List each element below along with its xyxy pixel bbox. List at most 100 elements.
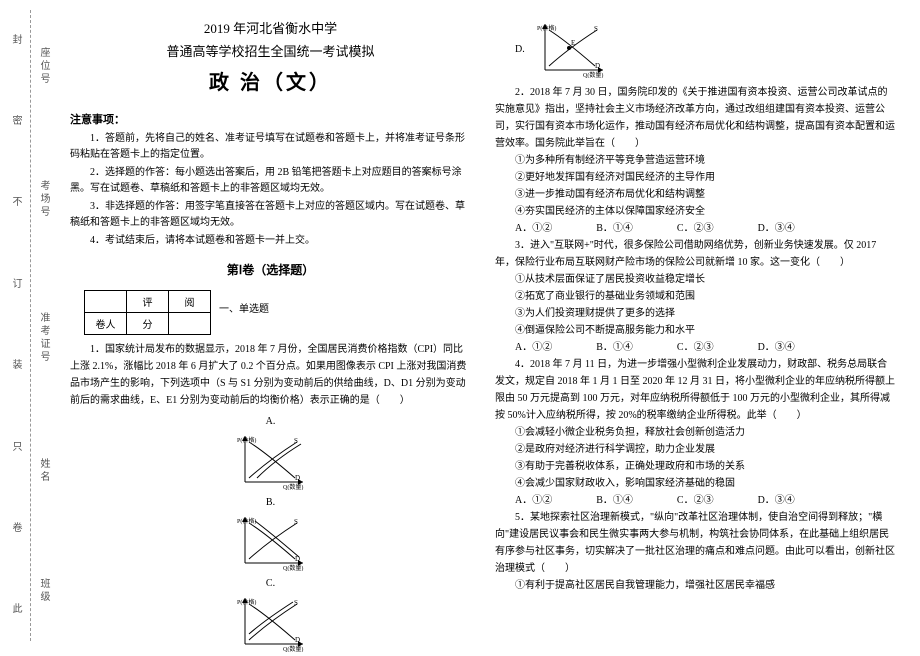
q3-choice-row: A．①② B．①④ C．②③ D．③④ bbox=[495, 339, 896, 356]
title-subject: 政 治（文） bbox=[70, 66, 471, 95]
score-cell-blank bbox=[85, 291, 127, 313]
seal-char: 只 bbox=[8, 441, 23, 455]
q5-opt: ①有利于提高社区居民自我管理能力，增强社区居民幸福感 bbox=[495, 577, 896, 594]
seal-char: 封 bbox=[8, 34, 23, 48]
q3-opt: ④倒逼保险公司不断提高服务能力和水平 bbox=[495, 322, 896, 339]
choice: D．③④ bbox=[738, 339, 795, 356]
q2-stem: 2．2018 年 7 月 30 日，国务院印发的《关于推进国有资本投资、运营公司… bbox=[495, 84, 896, 152]
title-exam-type: 普通高等学校招生全国统一考试模拟 bbox=[70, 41, 471, 60]
svg-text:P(价格): P(价格) bbox=[537, 24, 556, 32]
q2-opt: ②更好地发挥国有经济对国民经济的主导作用 bbox=[495, 169, 896, 186]
notice-item: 3．非选择题的作答：用签字笔直接答在答题卡上对应的答题区域内。写在试题卷、草稿纸… bbox=[70, 199, 471, 231]
choice: C．②③ bbox=[657, 339, 714, 356]
svg-text:P(价格): P(价格) bbox=[237, 517, 256, 525]
q1-option-A: A. S D P(价格) Q(数量) bbox=[235, 413, 307, 490]
svg-text:S: S bbox=[294, 599, 298, 607]
choice: D．③④ bbox=[738, 220, 795, 237]
svg-text:Q(数量): Q(数量) bbox=[283, 483, 303, 490]
binding-seal-labels: 封 密 不 订 装 只 卷 此 bbox=[8, 0, 23, 651]
choice: A．①② bbox=[495, 492, 552, 509]
score-cell-blank bbox=[169, 313, 211, 335]
score-cell-rowhead: 卷人 bbox=[85, 313, 127, 335]
q3-opt: ②拓宽了商业银行的基础业务领域和范围 bbox=[495, 288, 896, 305]
q2-choice-row: A．①② B．①④ C．②③ D．③④ bbox=[495, 220, 896, 237]
question-3: 3．进入"互联网+"时代，很多保险公司借助网络优势，创新业务快速发展。仅 201… bbox=[495, 237, 896, 356]
q2-opt: ④夯实国民经济的主体以保障国家经济安全 bbox=[495, 203, 896, 220]
svg-text:D: D bbox=[595, 62, 600, 70]
q2-opt: ③进一步推动国有经济布局优化和结构调整 bbox=[495, 186, 896, 203]
q1-option-B: B. S D P(价格) Q(数量) bbox=[235, 494, 307, 571]
field-seat: 座位号 bbox=[36, 47, 51, 86]
supply-demand-graph-icon: S D P(价格) Q(数量) bbox=[235, 513, 307, 571]
q2-opt: ①为多种所有制经济平等竞争营造运营环境 bbox=[495, 152, 896, 169]
choice: B．①④ bbox=[576, 220, 633, 237]
seal-char: 此 bbox=[8, 603, 23, 617]
score-table-row: 评 阅 卷人 分 一、单选题 bbox=[70, 284, 471, 341]
choice: B．①④ bbox=[576, 492, 633, 509]
field-room: 考场号 bbox=[36, 180, 51, 219]
binding-dashed-line bbox=[30, 10, 31, 641]
choice: D．③④ bbox=[738, 492, 795, 509]
question-5: 5．某地探索社区治理新模式，"纵向"改革社区治理体制，使自治空间得到释放；"横向… bbox=[495, 509, 896, 594]
seal-char: 不 bbox=[8, 196, 23, 210]
q4-choice-row: A．①② B．①④ C．②③ D．③④ bbox=[495, 492, 896, 509]
svg-text:P(价格): P(价格) bbox=[237, 598, 256, 606]
svg-text:S: S bbox=[594, 25, 598, 33]
svg-text:Q(数量): Q(数量) bbox=[583, 71, 603, 78]
svg-text:S: S bbox=[294, 437, 298, 445]
choice: C．②③ bbox=[657, 492, 714, 509]
q5-stem: 5．某地探索社区治理新模式，"纵向"改革社区治理体制，使自治空间得到释放；"横向… bbox=[495, 509, 896, 577]
question-4: 4．2018 年 7 月 11 日，为进一步增强小型微利企业发展动力，财政部、税… bbox=[495, 356, 896, 509]
seal-char: 订 bbox=[8, 278, 23, 292]
question-1: 1．国家统计局发布的数据显示，2018 年 7 月份，全国居民消费价格指数（CP… bbox=[70, 341, 471, 656]
notice-item: 2．选择题的作答：每小题选出答案后，用 2B 铅笔把答题卡上对应题目的答案标号涂… bbox=[70, 165, 471, 197]
choice: A．①② bbox=[495, 339, 552, 356]
notice-item: 4．考试结束后，请将本试题卷和答题卡一并上交。 bbox=[70, 233, 471, 249]
q3-opt: ③为人们投资理财提供了更多的选择 bbox=[495, 305, 896, 322]
svg-text:E: E bbox=[571, 39, 575, 47]
notice-item: 1．答题前，先将自己的姓名、准考证号填写在试题卷和答题卡上，并将准考证号条形码粘… bbox=[70, 131, 471, 163]
field-class: 班级 bbox=[36, 578, 51, 604]
svg-text:S: S bbox=[294, 518, 298, 526]
q1-option-D-row: D. E S D P(价格) Q(数量) bbox=[515, 20, 896, 78]
svg-text:D: D bbox=[295, 636, 300, 644]
q4-opt: ④会减少国家财政收入，影响国家经济基础的稳固 bbox=[495, 475, 896, 492]
q4-opt: ③有助于完善税收体系，正确处理政府和市场的关系 bbox=[495, 458, 896, 475]
option-label: D. bbox=[515, 41, 525, 58]
q1-stem: 1．国家统计局发布的数据显示，2018 年 7 月份，全国居民消费价格指数（CP… bbox=[70, 341, 471, 409]
choice: A．①② bbox=[495, 220, 552, 237]
q1-graphs-row1: A. S D P(价格) Q(数量) bbox=[70, 413, 471, 490]
notice-heading: 注意事项： bbox=[70, 111, 471, 127]
supply-demand-graph-icon: S D P(价格) Q(数量) bbox=[235, 594, 307, 652]
section-1-heading: 第Ⅰ卷（选择题） bbox=[70, 261, 471, 278]
right-column: D. E S D P(价格) Q(数量) 2．2018 年 7 月 30 日，国… bbox=[495, 18, 896, 641]
title-block: 2019 年河北省衡水中学 普通高等学校招生全国统一考试模拟 政 治（文） bbox=[70, 18, 471, 95]
q1-graphs-row3: C. S D P(价格) Q(数量) bbox=[70, 575, 471, 652]
svg-text:P(价格): P(价格) bbox=[237, 436, 256, 444]
field-examno: 准考证号 bbox=[36, 312, 51, 364]
left-column: 2019 年河北省衡水中学 普通高等学校招生全国统一考试模拟 政 治（文） 注意… bbox=[70, 18, 471, 641]
score-table: 评 阅 卷人 分 bbox=[84, 290, 211, 335]
option-label: C. bbox=[266, 575, 275, 592]
score-cell-head: 评 bbox=[127, 291, 169, 313]
field-name: 姓名 bbox=[36, 458, 51, 484]
supply-demand-graph-icon: E S D P(价格) Q(数量) bbox=[535, 20, 607, 78]
q4-stem: 4．2018 年 7 月 11 日，为进一步增强小型微利企业发展动力，财政部、税… bbox=[495, 356, 896, 424]
question-2: 2．2018 年 7 月 30 日，国务院印发的《关于推进国有资本投资、运营公司… bbox=[495, 84, 896, 237]
title-year-school: 2019 年河北省衡水中学 bbox=[70, 18, 471, 37]
seal-char: 卷 bbox=[8, 522, 23, 536]
q1-graphs-row2: B. S D P(价格) Q(数量) bbox=[70, 494, 471, 571]
svg-text:D: D bbox=[295, 555, 300, 563]
q1-option-C: C. S D P(价格) Q(数量) bbox=[235, 575, 307, 652]
score-cell-rowhead: 分 bbox=[127, 313, 169, 335]
score-cell-head: 阅 bbox=[169, 291, 211, 313]
notice-block: 注意事项： 1．答题前，先将自己的姓名、准考证号填写在试题卷和答题卡上，并将准考… bbox=[70, 105, 471, 251]
q3-opt: ①从技术层面保证了居民投资收益稳定增长 bbox=[495, 271, 896, 288]
svg-text:Q(数量): Q(数量) bbox=[283, 564, 303, 571]
seal-char: 密 bbox=[8, 115, 23, 129]
option-label: A. bbox=[266, 413, 276, 430]
q4-opt: ②是政府对经济进行科学调控，助力企业发展 bbox=[495, 441, 896, 458]
part-1-heading: 一、单选题 bbox=[219, 284, 269, 317]
option-label: B. bbox=[266, 494, 275, 511]
seal-char: 装 bbox=[8, 359, 23, 373]
